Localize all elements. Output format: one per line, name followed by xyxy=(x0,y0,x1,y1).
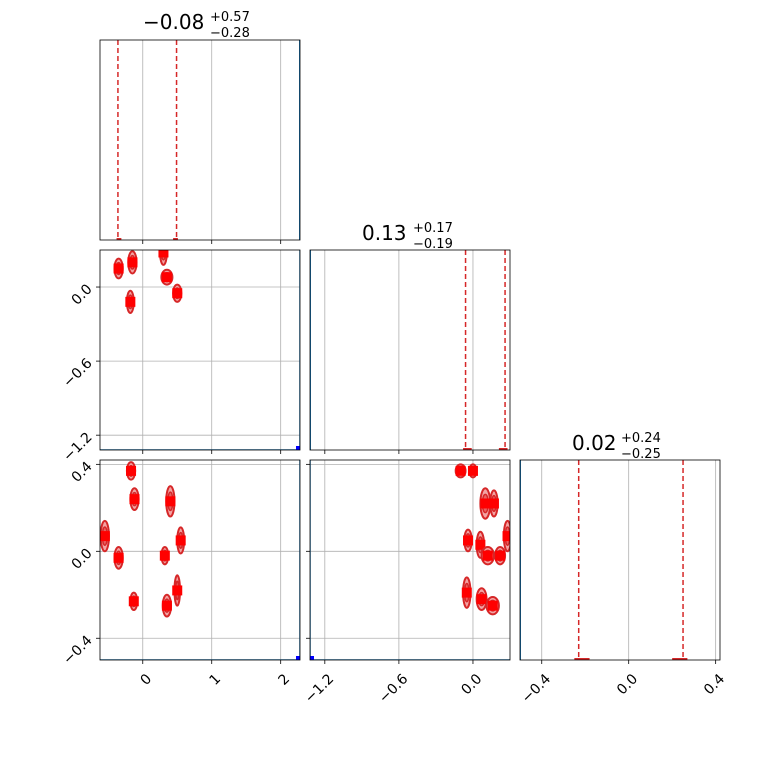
x-tick-label-0-0: 0 xyxy=(138,671,156,689)
panel-2-0-plot-area xyxy=(100,460,300,660)
y-tick-label-1-0: 0.0 xyxy=(69,281,96,308)
sample-point-1-0-1 xyxy=(113,263,124,274)
panel-1-0-plot-area xyxy=(100,231,300,450)
panel-frame-0-0 xyxy=(99,39,301,241)
title-0-lower: −0.28 xyxy=(210,26,250,41)
sample-point-2-1-1 xyxy=(467,465,478,476)
contour-outer-1-0-0 xyxy=(100,231,110,243)
sample-point-1-0-0 xyxy=(100,233,110,243)
panel-2-1-plot-area xyxy=(310,460,510,660)
title-param-0: −0.08 +0.57 −0.28 xyxy=(143,10,250,41)
sample-point-1-0-5 xyxy=(161,272,172,283)
x-tick-label-1-2: 0.0 xyxy=(458,671,485,698)
panel-1-1 xyxy=(309,249,511,454)
sample-point-2-1-2 xyxy=(480,498,491,509)
x-tick-label-0-1: 1 xyxy=(207,671,225,689)
x-tick-label-2-2: 0.4 xyxy=(701,671,728,698)
y-tick-label-1-2: −1.2 xyxy=(60,430,95,465)
x-tick-label-2-0: −0.4 xyxy=(519,671,554,706)
title-2-lower: −0.25 xyxy=(621,447,661,462)
panel-1-0: 0.0 −0.6 −1.2 xyxy=(60,231,301,465)
title-1-value: 0.13 xyxy=(362,221,407,245)
sample-point-2-1-7 xyxy=(495,550,506,561)
title-2-value: 0.02 xyxy=(572,431,617,455)
panel-frame-2-2 xyxy=(519,459,721,661)
panel-2-2-plot-area xyxy=(520,460,717,660)
panel-0-0 xyxy=(99,39,301,244)
x-tick-label-1-0: −1.2 xyxy=(302,671,337,706)
truth-marker-1-0 xyxy=(296,446,300,450)
sample-point-2-0-4 xyxy=(128,596,139,607)
sample-point-1-0-3 xyxy=(125,296,136,307)
panel-2-1: −1.2 −0.6 0.0 xyxy=(302,459,511,706)
panel-0-0-plot-area xyxy=(116,40,300,240)
panel-frame-2-1 xyxy=(309,459,511,661)
sample-point-2-0-2 xyxy=(126,465,137,476)
sample-point-2-0-9 xyxy=(172,585,183,596)
panel-frame-1-0 xyxy=(99,249,301,451)
y-tick-label-2-1: 0.0 xyxy=(69,546,96,573)
x-tick-label-0-2: 2 xyxy=(276,671,294,689)
y-tick-label-2-2: −0.4 xyxy=(60,633,95,668)
panel-2-2: −0.4 0.0 0.4 xyxy=(519,459,728,706)
truth-marker-2-1 xyxy=(310,656,314,660)
sample-point-2-1-6 xyxy=(482,550,493,561)
sample-point-2-0-6 xyxy=(165,496,176,507)
title-2-upper: +0.24 xyxy=(621,431,661,446)
sample-point-2-1-9 xyxy=(461,587,472,598)
sample-point-2-1-4 xyxy=(463,535,474,546)
sample-point-2-1-5 xyxy=(475,539,486,550)
sample-point-2-0-7 xyxy=(175,535,186,546)
sample-point-1-0-2 xyxy=(127,257,138,268)
x-tick-label-1-1: −0.6 xyxy=(376,671,411,706)
title-param-1: 0.13 +0.17 −0.19 xyxy=(362,221,453,252)
sample-point-2-1-11 xyxy=(487,600,498,611)
sample-point-2-0-0 xyxy=(100,531,110,542)
panel-frame-2-0 xyxy=(99,459,301,661)
x-tick-label-2-1: 0.0 xyxy=(614,671,641,698)
sample-point-1-0-4 xyxy=(158,250,169,258)
panel-frame-1-1 xyxy=(309,249,511,451)
sample-point-2-0-5 xyxy=(159,550,170,561)
title-1-lower: −0.19 xyxy=(413,237,453,252)
sample-point-2-0-8 xyxy=(161,600,172,611)
panel-1-1-plot-area xyxy=(310,250,508,450)
panel-2-0: 0 1 20.40.0−0.4 xyxy=(60,459,301,689)
title-param-2: 0.02 +0.24 −0.25 xyxy=(572,431,661,462)
title-0-upper: +0.57 xyxy=(210,10,250,25)
sample-point-2-0-1 xyxy=(113,552,124,563)
sample-point-2-1-0 xyxy=(455,465,466,476)
sample-point-2-1-3 xyxy=(488,498,499,509)
title-0-value: −0.08 xyxy=(143,10,204,34)
sample-point-2-0-3 xyxy=(129,494,140,505)
truth-marker-2-0 xyxy=(296,656,300,660)
sample-point-2-1-8 xyxy=(502,531,510,542)
title-1-upper: +0.17 xyxy=(413,221,453,236)
sample-point-2-1-10 xyxy=(476,594,487,605)
sample-point-1-0-6 xyxy=(172,288,183,299)
y-tick-label-1-1: −0.6 xyxy=(60,355,95,390)
